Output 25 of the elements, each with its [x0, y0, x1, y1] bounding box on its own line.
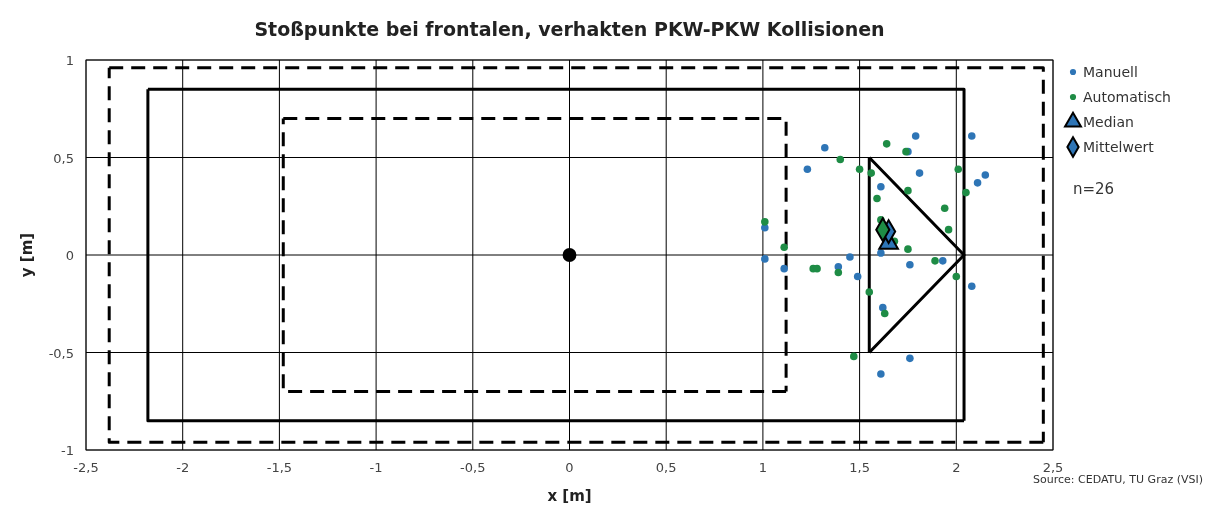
x-axis-title: x [m] — [547, 487, 592, 505]
legend-label: Mittelwert — [1083, 139, 1155, 155]
x-tick-label: 1 — [758, 460, 768, 475]
x-tick-label: -1 — [369, 460, 383, 475]
x-tick-label: -1,5 — [266, 460, 293, 475]
x-tick-label: 0,5 — [655, 460, 677, 475]
y-tick-label: 0,5 — [53, 150, 74, 166]
x-tick-label: 0 — [565, 460, 574, 475]
y-tick-label: -1 — [61, 443, 74, 458]
y-tick-label: 1 — [65, 53, 74, 68]
x-tick-label: -2 — [176, 460, 190, 475]
x-tick-label: -0,5 — [460, 460, 486, 475]
y-axis-title: y [m] — [18, 232, 36, 278]
y-tick-label: 0 — [65, 248, 74, 263]
x-tick-label: 2,5 — [1042, 460, 1064, 475]
chart-title: Stoßpunkte bei frontalen, verhakten PKW-PKW Kollisionen — [254, 18, 885, 40]
x-tick-label: 2 — [952, 460, 961, 475]
x-tick-label: -2,5 — [73, 460, 99, 475]
source-note: Source: CEDATU, TU Graz (VSI) — [1033, 473, 1203, 486]
legend-label: Manuell — [1083, 64, 1138, 80]
y-tick-label: -0,5 — [48, 345, 74, 361]
x-tick-label: 1,5 — [849, 460, 870, 475]
text: n=26 — [1073, 180, 1115, 198]
legend-label: Automatisch — [1083, 89, 1171, 105]
legend-label: Median — [1083, 114, 1134, 130]
